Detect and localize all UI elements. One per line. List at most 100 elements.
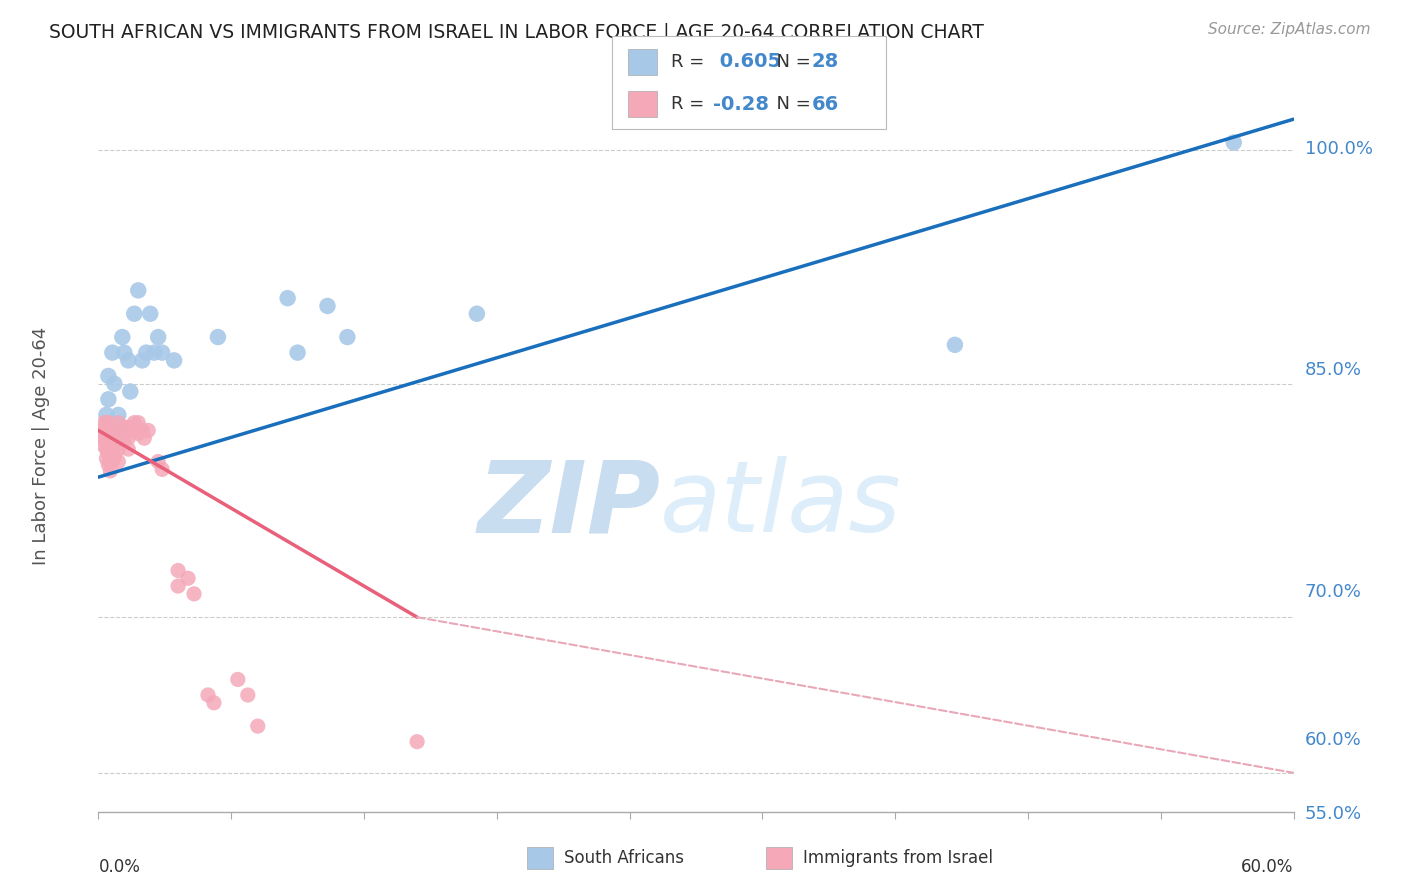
Point xyxy=(117,420,139,434)
Point xyxy=(93,431,115,445)
Point xyxy=(117,353,139,368)
Point xyxy=(134,431,156,445)
Point xyxy=(103,450,125,464)
Point xyxy=(107,454,129,468)
Point xyxy=(112,420,135,434)
Point xyxy=(107,442,129,456)
Point xyxy=(96,442,118,456)
Point xyxy=(97,392,120,407)
Point xyxy=(103,376,125,391)
Point xyxy=(96,416,118,430)
Point xyxy=(103,426,125,441)
Point xyxy=(103,439,125,453)
Point xyxy=(101,454,124,468)
Point xyxy=(97,447,120,461)
Point xyxy=(125,424,148,438)
Point xyxy=(96,451,118,466)
Point xyxy=(236,688,259,702)
Point xyxy=(93,439,115,453)
Point xyxy=(202,696,225,710)
Point xyxy=(93,424,115,438)
Point xyxy=(136,424,159,438)
Point xyxy=(183,587,205,601)
Point xyxy=(127,284,149,298)
Point xyxy=(98,424,122,438)
Text: Immigrants from Israel: Immigrants from Israel xyxy=(803,849,993,867)
Point xyxy=(101,424,124,438)
Point xyxy=(277,291,299,305)
Point xyxy=(135,345,157,359)
Point xyxy=(226,673,249,687)
Point xyxy=(98,433,122,447)
Text: 0.605: 0.605 xyxy=(713,53,780,71)
Point xyxy=(139,307,162,321)
Text: R =: R = xyxy=(671,95,710,113)
Point xyxy=(148,454,170,468)
Point xyxy=(112,431,135,445)
Point xyxy=(97,436,120,450)
Point xyxy=(101,443,124,458)
Point xyxy=(91,424,114,438)
Point xyxy=(246,719,269,733)
Point xyxy=(111,424,134,438)
Point xyxy=(465,307,488,321)
Text: ZIP: ZIP xyxy=(477,456,661,553)
Point xyxy=(117,442,139,456)
Point xyxy=(120,424,142,438)
Point xyxy=(150,462,173,476)
Text: N =: N = xyxy=(765,53,817,70)
Point xyxy=(97,426,120,441)
Point xyxy=(127,426,149,441)
Point xyxy=(163,353,186,368)
Text: In Labor Force | Age 20-64: In Labor Force | Age 20-64 xyxy=(32,326,51,566)
Text: N =: N = xyxy=(765,95,817,113)
Text: SOUTH AFRICAN VS IMMIGRANTS FROM ISRAEL IN LABOR FORCE | AGE 20-64 CORRELATION C: SOUTH AFRICAN VS IMMIGRANTS FROM ISRAEL … xyxy=(49,22,984,42)
Point xyxy=(143,345,166,359)
Point xyxy=(105,434,128,449)
Point xyxy=(98,454,122,468)
Point xyxy=(112,345,135,359)
Point xyxy=(131,424,153,438)
Point xyxy=(943,338,966,352)
Point xyxy=(485,875,508,889)
Text: 0.0%: 0.0% xyxy=(98,858,141,877)
Point xyxy=(105,424,128,438)
Point xyxy=(91,431,114,445)
Text: South Africans: South Africans xyxy=(564,849,683,867)
Point xyxy=(110,436,132,450)
Point xyxy=(111,330,134,344)
Point xyxy=(1223,136,1246,150)
Point xyxy=(131,353,153,368)
Point xyxy=(107,431,129,445)
Point xyxy=(148,330,170,344)
Point xyxy=(316,299,339,313)
Point xyxy=(96,424,118,438)
Point xyxy=(97,416,120,430)
Point xyxy=(117,431,139,445)
Point xyxy=(101,433,124,447)
Point xyxy=(97,368,120,383)
Text: 28: 28 xyxy=(811,53,838,71)
Text: Source: ZipAtlas.com: Source: ZipAtlas.com xyxy=(1208,22,1371,37)
Point xyxy=(287,345,309,359)
Point xyxy=(96,408,118,422)
Point xyxy=(110,424,132,438)
Point xyxy=(406,734,429,748)
Point xyxy=(111,436,134,450)
Point xyxy=(107,408,129,422)
Point xyxy=(167,579,190,593)
Point xyxy=(98,442,122,456)
Text: 60.0%: 60.0% xyxy=(1241,858,1294,877)
Text: R =: R = xyxy=(671,53,710,70)
Point xyxy=(177,571,200,585)
Point xyxy=(107,416,129,430)
Point xyxy=(336,330,359,344)
Point xyxy=(127,416,149,430)
Point xyxy=(115,424,138,438)
Point xyxy=(107,424,129,438)
Text: atlas: atlas xyxy=(661,456,901,553)
Text: -0.28: -0.28 xyxy=(713,95,769,113)
Point xyxy=(120,384,142,399)
Point xyxy=(93,416,115,430)
Point xyxy=(97,458,120,472)
